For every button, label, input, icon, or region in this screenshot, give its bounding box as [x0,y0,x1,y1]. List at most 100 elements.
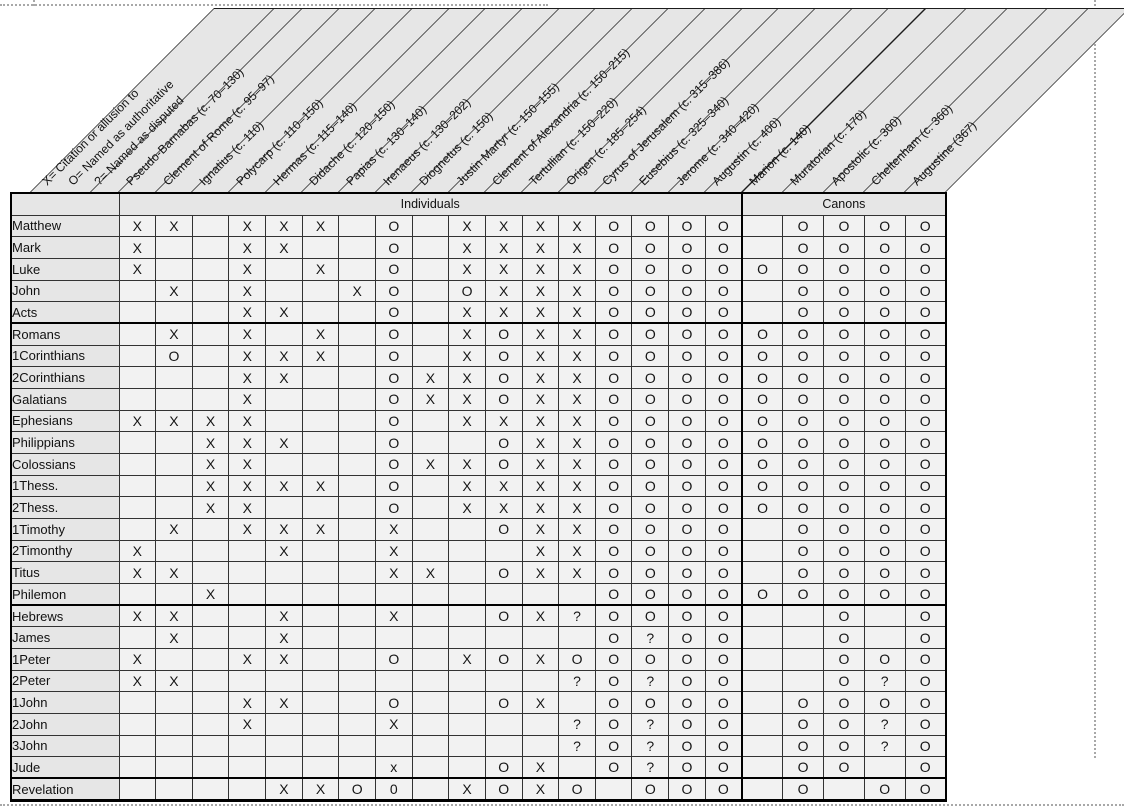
row-label: 2Corinthians [10,366,120,389]
row-label: Philippians [10,431,120,454]
grid-cell: O [668,669,706,693]
grid-cell: O [631,366,670,389]
grid-cell: X [118,257,157,281]
grid-cell [265,712,303,736]
grid-cell: O [631,604,670,628]
grid-cell: O [668,777,706,802]
grid-cell: O [631,214,670,238]
table-row: 2Thess. X X O X X X X O O O O O O O O O [10,496,947,519]
grid-cell: O [631,409,670,433]
grid-cell: x [374,756,413,780]
grid-cell [741,626,784,649]
grid-cell: X [301,344,340,368]
diagonal-header-band: Pseudo-Barnabas (c. 70–130) Clement of Ro… [0,8,1124,192]
grid-cell [338,409,376,433]
grid-cell [338,431,376,454]
grid-cell [741,647,784,671]
grid-cell [338,322,376,346]
grid-cell [374,669,413,693]
grid-cell: X [265,431,303,454]
grid-cell: X [448,236,486,259]
grid-cell [782,626,824,649]
grid-cell: X [228,344,267,368]
grid-cell [338,452,376,476]
grid-cell [191,322,230,346]
grid-cell [741,214,784,238]
grid-cell [448,734,486,758]
grid-cell [338,474,376,498]
grid-cell [448,517,486,541]
grid-cell: O [863,344,906,368]
grid-cell: X [448,777,486,802]
grid-cell [411,409,450,433]
grid-cell: O [782,496,824,519]
grid-cell: O [741,431,784,454]
grid-cell: X [521,257,560,281]
table-row: 2Timonthy X X X X X O O O O O O O O [10,539,947,563]
grid-cell: O [594,301,633,325]
grid-cell: O [904,344,947,368]
grid-cell: X [265,539,303,563]
grid-cell: ? [558,734,596,758]
grid-cell [741,236,784,259]
grid-cell: O [704,734,743,758]
grid-cell: O [822,561,865,584]
row-label: John [10,279,120,303]
grid-cell: O [863,322,906,346]
grid-cell: X [448,301,486,325]
grid-cell: O [863,496,906,519]
row-label: Hebrews [10,604,120,628]
grid-cell [301,236,340,259]
grid-cell: X [118,561,157,584]
grid-cell: O [822,452,865,476]
grid-cell: X [521,474,560,498]
grid-cell [338,712,376,736]
grid-cell [411,582,450,607]
grid-cell: O [741,344,784,368]
grid-cell [741,604,784,628]
grid-cell: O [484,604,523,628]
table-row: 2John X X? O? O O O O? O [10,712,947,736]
grid-cell [863,626,906,649]
grid-cell: O [863,236,906,259]
grid-cell [863,604,906,628]
grid-cell [265,322,303,346]
grid-cell: O [668,409,706,433]
row-label: Revelation [10,777,120,802]
grid-cell: O [782,756,824,780]
grid-cell: O [904,214,947,238]
grid-cell [448,539,486,563]
grid-cell: O [863,777,906,802]
grid-cell [411,431,450,454]
grid-cell: X [265,474,303,498]
grid-cell: O [782,366,824,389]
grid-cell [411,669,450,693]
grid-cell: X [228,431,267,454]
grid-cell: O [594,409,633,433]
grid-cell [118,322,157,346]
grid-cell: X [558,279,596,303]
grid-cell [374,734,413,758]
grid-cell: O [594,691,633,714]
grid-cell [338,344,376,368]
grid-cell: O [704,756,743,780]
grid-cell: O [668,474,706,498]
grid-cell: O [904,452,947,476]
grid-cell: O [822,387,865,411]
grid-cell: X [118,669,157,693]
grid-cell: X [265,344,303,368]
corner-cell [10,192,120,216]
grid-cell: O [631,561,670,584]
grid-cell: X [155,561,193,584]
grid-cell [484,539,523,563]
grid-cell: O [863,691,906,714]
grid-cell: X [228,474,267,498]
grid-cell: O [631,539,670,563]
grid-cell: X [228,236,267,259]
grid-cell: O [904,626,947,649]
grid-cell: O [904,756,947,780]
grid-cell: O [822,669,865,693]
grid-cell [301,756,340,780]
grid-cell: X [265,301,303,325]
grid-cell: O [741,452,784,476]
